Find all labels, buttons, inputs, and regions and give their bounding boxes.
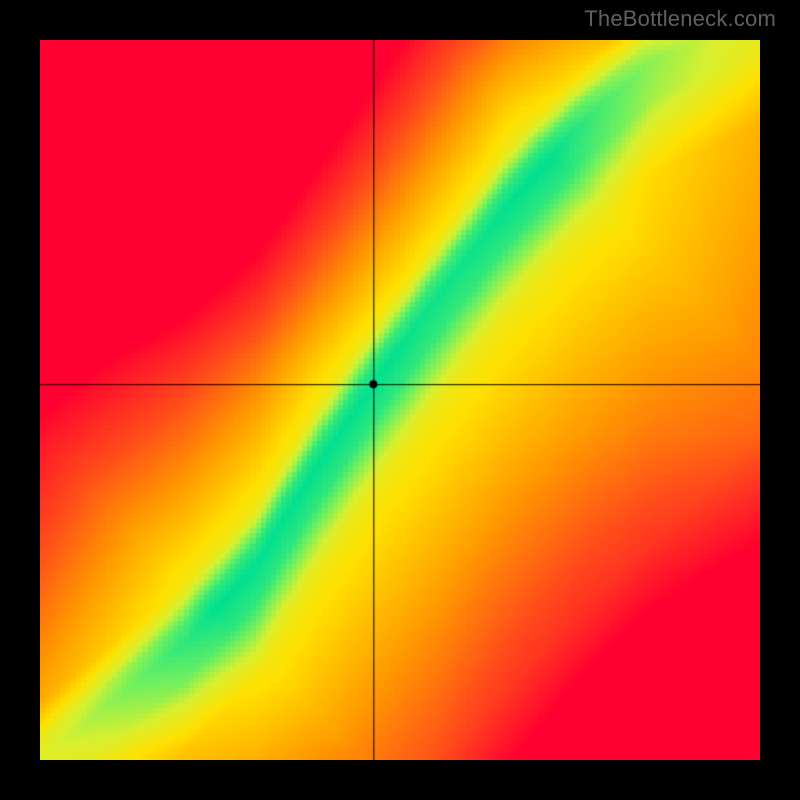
watermark-label: TheBottleneck.com [584, 6, 776, 32]
bottleneck-heatmap [40, 40, 760, 760]
chart-container: TheBottleneck.com [0, 0, 800, 800]
